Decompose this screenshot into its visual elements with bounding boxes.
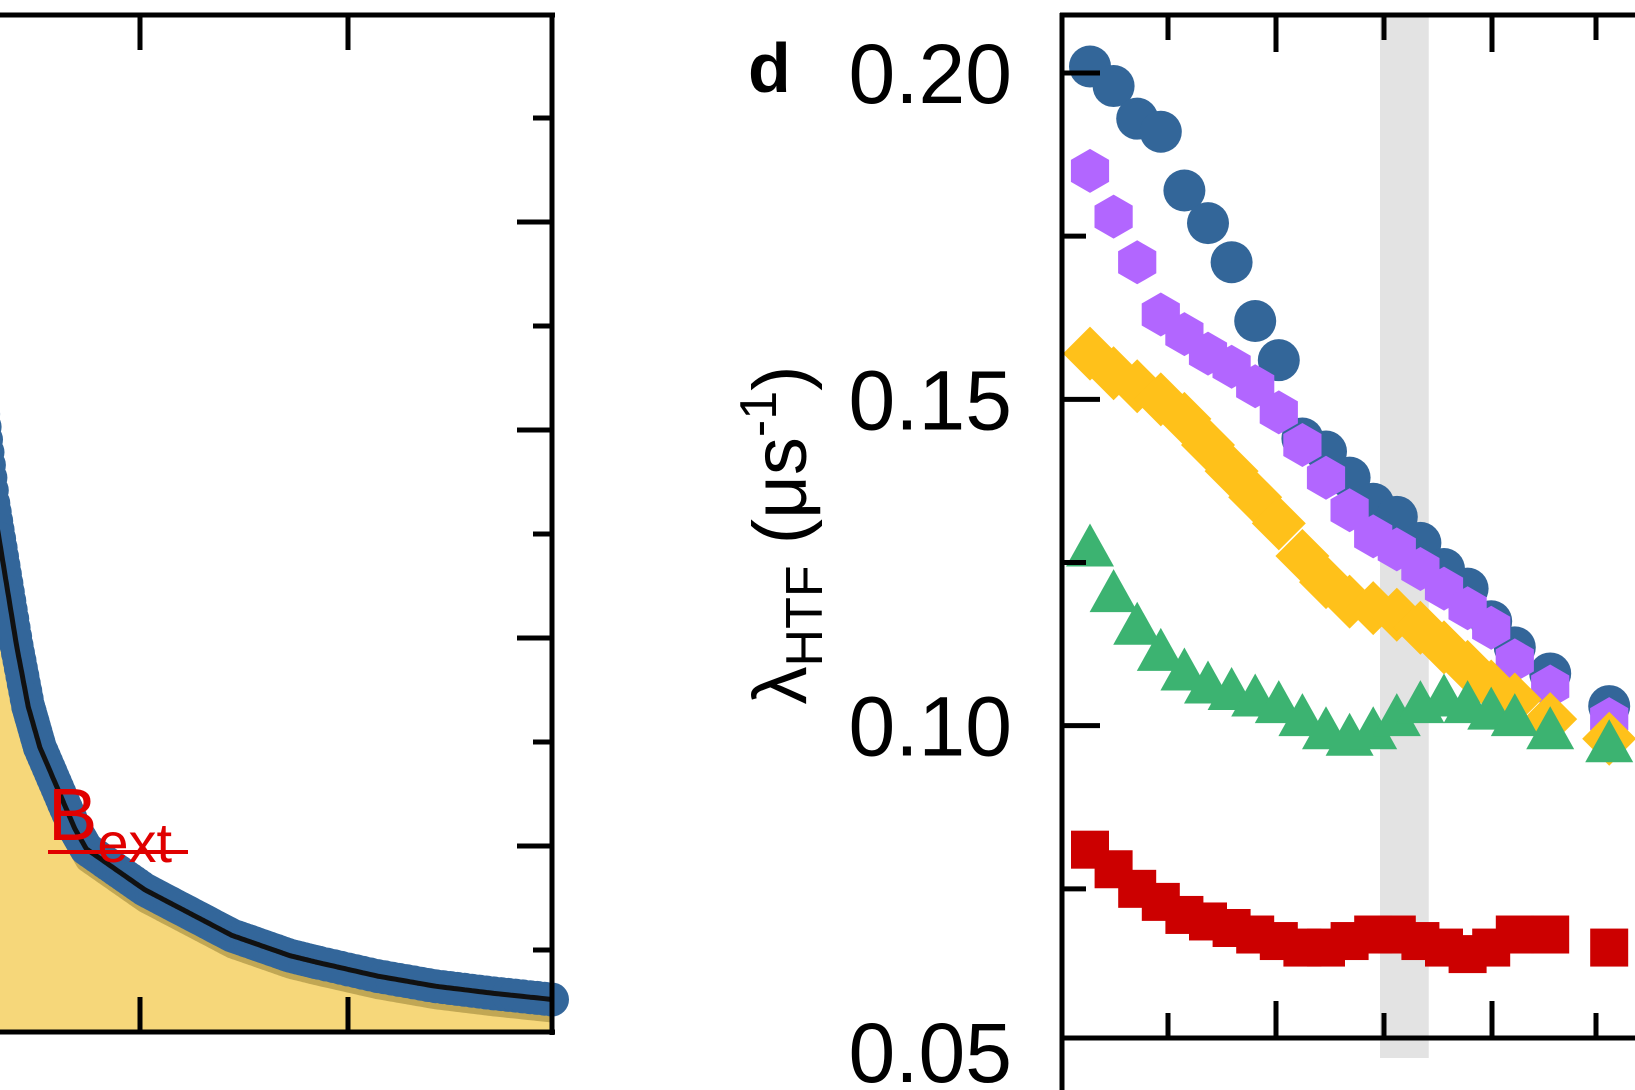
panel-c: Bext — [0, 12, 569, 1035]
series-diamond — [1063, 326, 1635, 766]
triangle-marker — [1160, 647, 1209, 691]
bext-symbol: B — [48, 773, 97, 856]
hexagon-marker — [1070, 148, 1110, 193]
triangle-marker — [1066, 523, 1114, 567]
panel-letter: d — [748, 29, 791, 107]
circle-marker — [1234, 300, 1277, 343]
triangle-marker — [1349, 706, 1398, 750]
y-tick-labels: 0.05 0.10 0.15 0.20 — [849, 27, 1013, 1090]
circle-marker — [1210, 241, 1253, 284]
hexagon-marker — [1236, 364, 1275, 409]
hexagon-marker — [1259, 390, 1298, 435]
y-tick-label: 0.20 — [849, 27, 1013, 121]
hexagon-marker — [1472, 605, 1511, 650]
hexagon-marker — [1495, 638, 1534, 683]
series-circle — [1069, 45, 1631, 728]
ylabel-unit-close: ) — [738, 366, 823, 391]
area-fill — [0, 544, 552, 1032]
triangle-marker — [1372, 693, 1421, 737]
panel-d-axes — [1059, 12, 1635, 1090]
series-triangle — [1066, 523, 1634, 763]
circle-marker — [1139, 110, 1182, 153]
circle-marker — [1257, 339, 1300, 382]
panel-c-axes — [0, 12, 555, 1035]
fit-curve — [0, 529, 553, 1002]
triangle-marker — [1254, 680, 1303, 724]
square-marker — [1531, 915, 1570, 954]
circle-marker — [1163, 169, 1206, 212]
bext-annotation: Bext — [48, 773, 188, 874]
diamond-marker — [1251, 496, 1306, 551]
hexagon-marker — [1330, 488, 1369, 533]
y-tick-label: 0.15 — [849, 353, 1013, 447]
square-marker — [1495, 915, 1534, 954]
triangle-marker — [1113, 601, 1162, 645]
svg-text:λHTF (μs-1): λHTF (μs-1) — [730, 366, 834, 705]
data-series — [1063, 45, 1635, 974]
triangle-marker — [1526, 706, 1575, 750]
y-tick-label: 0.05 — [849, 1006, 1013, 1090]
hexagon-marker — [1118, 240, 1157, 285]
triangle-marker — [1136, 627, 1185, 671]
ylabel-unit-superscript: -1 — [730, 391, 788, 437]
hexagon-marker — [1094, 194, 1133, 239]
hexagon-marker — [1283, 423, 1322, 467]
y-tick-label: 0.10 — [849, 680, 1013, 774]
panel-d: d λHTF (μs-1) 0.05 0.10 0.15 0.20 — [730, 12, 1635, 1090]
triangle-marker — [1585, 719, 1634, 763]
triangle-marker — [1278, 693, 1327, 737]
y-axis-title: λHTF (μs-1) — [730, 366, 834, 705]
ylabel-subscript: HTF — [776, 565, 834, 666]
square-marker — [1590, 928, 1629, 967]
ylabel-unit: (μs — [738, 437, 823, 565]
triangle-marker — [1490, 693, 1539, 737]
triangle-marker — [1089, 569, 1138, 613]
series-hexagon — [1070, 148, 1629, 742]
hexagon-marker — [1531, 664, 1570, 709]
series-square — [1071, 830, 1629, 974]
svg-text:Bext: Bext — [48, 773, 173, 874]
bext-subscript: ext — [97, 811, 172, 874]
data-point — [0, 419, 2, 435]
circle-marker — [1092, 65, 1135, 108]
ylabel-symbol: λ — [738, 666, 823, 704]
hexagon-marker — [1306, 455, 1346, 500]
circle-marker — [1187, 202, 1229, 245]
